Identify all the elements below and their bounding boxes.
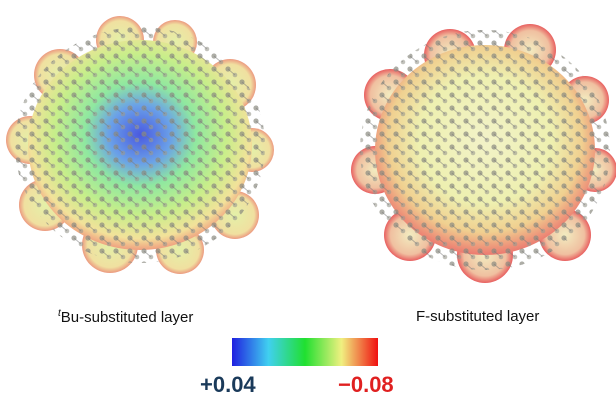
left-molecule — [6, 16, 274, 274]
label-text: Bu-substituted layer — [60, 309, 194, 326]
colorbar-right-label: −0.08 — [338, 372, 394, 397]
colorbar — [232, 338, 378, 366]
left-label: tBu-substituted layer — [58, 308, 193, 326]
colorbar-left-label: +0.04 — [200, 372, 256, 397]
right-label: F-substituted layer — [416, 308, 540, 325]
label-prefix: t — [58, 308, 61, 319]
right-molecule — [351, 24, 616, 283]
